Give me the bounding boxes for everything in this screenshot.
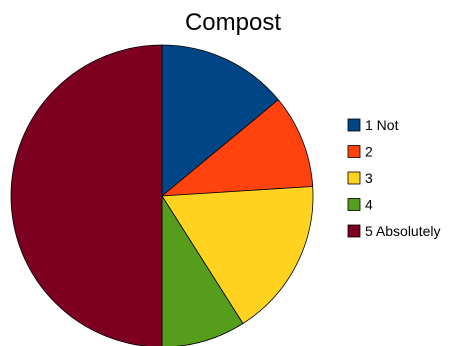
legend-label-3: 3 [365, 170, 373, 186]
pie-slice-3 [161, 186, 314, 324]
legend-label-5: 5 Absolutely [365, 223, 441, 239]
legend-label-4: 4 [365, 197, 373, 213]
legend-swatch-1 [347, 118, 361, 132]
legend: 1 Not 2 3 4 5 Absolutely [347, 117, 441, 239]
pie-slice-2 [161, 99, 314, 197]
pie-slice-4 [161, 195, 244, 346]
legend-swatch-3 [347, 171, 361, 185]
pie-slice-5 [10, 44, 163, 346]
pie-slice-1 [161, 44, 279, 197]
legend-label-2: 2 [365, 144, 373, 160]
pie-slices [10, 44, 314, 346]
legend-swatch-4 [347, 198, 361, 211]
chart-title: Compost [185, 9, 281, 36]
legend-label-1: 1 Not [365, 117, 399, 133]
legend-swatch-2 [347, 145, 361, 158]
legend-swatch-5 [347, 224, 361, 238]
